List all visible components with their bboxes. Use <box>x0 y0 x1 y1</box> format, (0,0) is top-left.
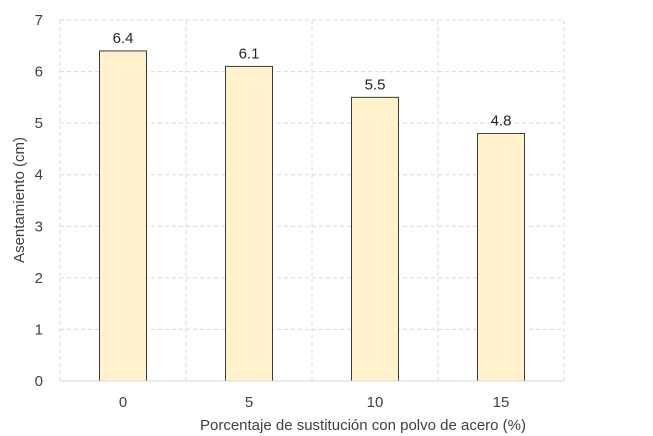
x-tick-label: 15 <box>493 394 510 411</box>
bar-0 <box>99 50 147 382</box>
y-tick-labels: 0 1 2 3 4 5 6 7 <box>35 12 43 390</box>
data-labels: 6.4 6.1 5.5 4.8 <box>113 30 512 130</box>
x-tick-label: 5 <box>245 394 253 411</box>
y-tick-label: 2 <box>35 270 43 287</box>
y-tick-label: 7 <box>35 12 43 29</box>
y-axis-title: Asentamiento (cm) <box>11 137 28 263</box>
bar-15 <box>477 132 525 382</box>
data-label-0: 6.4 <box>113 30 134 47</box>
y-tick-label: 4 <box>35 167 43 184</box>
y-tick-label: 6 <box>35 64 43 81</box>
x-axis-title: Porcentaje de sustitución con polvo de a… <box>200 417 526 434</box>
data-label-10: 5.5 <box>365 76 386 93</box>
data-label-15: 4.8 <box>491 112 512 129</box>
y-tick-label: 5 <box>35 115 43 132</box>
y-tick-label: 3 <box>35 218 43 235</box>
bar-10 <box>351 96 399 382</box>
bar-5 <box>225 65 273 382</box>
y-tick-label: 0 <box>35 373 43 390</box>
y-tick-label: 1 <box>35 321 43 338</box>
bar-series <box>99 50 525 382</box>
x-tick-labels: 0 5 10 15 <box>119 394 510 411</box>
data-label-5: 6.1 <box>239 45 260 62</box>
x-tick-label: 10 <box>367 394 384 411</box>
x-tick-label: 0 <box>119 394 127 411</box>
